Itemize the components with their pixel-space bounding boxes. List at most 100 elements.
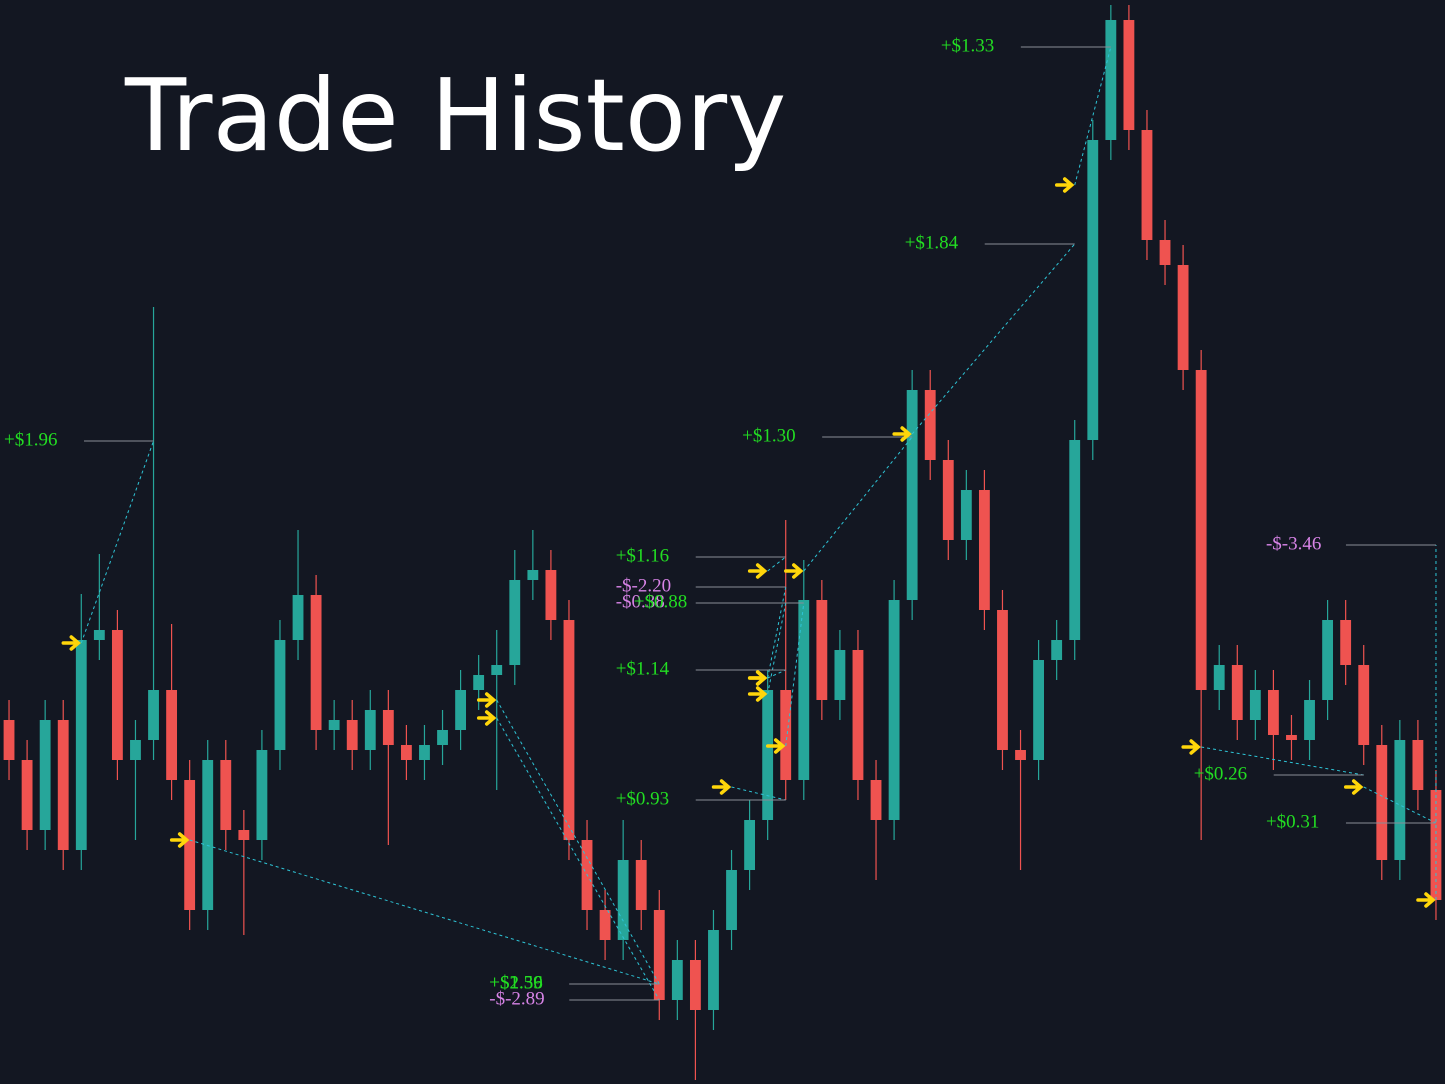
candle-body [455, 690, 467, 730]
candle-body [1033, 660, 1045, 760]
trade-pnl-label: +$0.88 [634, 591, 687, 612]
candle-body [997, 610, 1008, 750]
trade-pnl-label: -$-3.46 [1266, 533, 1321, 554]
candle-body [148, 690, 159, 740]
candle-body [545, 570, 557, 620]
entry-arrow [1054, 177, 1075, 193]
candle-body [1159, 240, 1171, 265]
candle-body [1141, 130, 1153, 240]
candle-body [978, 490, 990, 610]
candle-body [1304, 700, 1315, 740]
trade-pnl-label: +$1.39 [489, 972, 542, 993]
candle-body [1286, 735, 1297, 740]
candle-body [708, 930, 719, 1010]
candle-body [419, 745, 430, 760]
candle-body [671, 960, 683, 1000]
candle-body [1412, 740, 1424, 790]
candle-body [942, 460, 954, 540]
candle-body [1394, 740, 1406, 860]
entry-arrow [61, 635, 81, 651]
candle-body [1051, 640, 1063, 660]
candle-body [166, 690, 178, 780]
candle-body [635, 860, 647, 910]
trade-pnl-label: +$1.30 [742, 425, 795, 446]
candle-body [1249, 690, 1261, 720]
entry-arrow [747, 563, 768, 579]
candle-body [256, 750, 268, 840]
trade-path [496, 717, 660, 1001]
entry-arrow [747, 686, 768, 702]
trade-pnl-label: -$-2.89 [489, 988, 544, 1009]
candle-body [852, 650, 864, 780]
candle-body [870, 780, 882, 820]
candle-body [1195, 370, 1207, 690]
trade-pnl-label: +$1.16 [616, 545, 669, 566]
trade-path [767, 556, 787, 572]
candle-body [310, 595, 322, 730]
trade-pnl-label: +$0.31 [1266, 811, 1319, 832]
candle-body [238, 830, 250, 840]
candle-body [437, 730, 448, 745]
candle-body [653, 910, 665, 1000]
candle-body [780, 690, 792, 780]
candle-body [888, 600, 900, 820]
entry-arrow [476, 692, 497, 708]
candle-body [816, 600, 828, 700]
candle-body [617, 860, 629, 940]
candle-body [39, 720, 51, 830]
candle-body [93, 630, 105, 640]
entry-arrow [1416, 892, 1436, 908]
entry-arrow [1181, 739, 1201, 755]
candle-body [744, 820, 756, 870]
candle-body [1340, 620, 1352, 665]
trades: +$1.96 +$1.39+$2.56-$-2.89 +$1.16 -$-2.20 -$… [4, 35, 1437, 1009]
candle-body [364, 710, 376, 750]
entry-arrow [476, 710, 497, 726]
entry-arrow [1343, 779, 1364, 795]
candle-body [563, 620, 575, 840]
trade-pnl-label: +$1.14 [616, 658, 670, 679]
candle-body [75, 640, 87, 850]
trade-path [1363, 786, 1437, 824]
entry-arrow [892, 426, 912, 442]
candle-body [57, 720, 69, 850]
trade-pnl-label: -$-2.20 [616, 575, 671, 596]
candle-body [111, 630, 123, 760]
trade-path [189, 839, 660, 985]
candle-body [1322, 620, 1334, 700]
entry-arrow [169, 832, 190, 848]
candle-body [1177, 265, 1189, 370]
candle-body [924, 390, 936, 460]
candle-body [1376, 745, 1388, 860]
trade-pnl-label: +$0.93 [616, 788, 669, 809]
candle-body [3, 720, 15, 760]
candle-body [346, 720, 358, 750]
trade-pnl-label: +$2.56 [489, 972, 542, 993]
candle-body [726, 870, 737, 930]
candle-body [382, 710, 394, 745]
candle-body [1231, 665, 1243, 720]
trade-pnl-label: +$1.96 [4, 429, 57, 450]
candle-body [1267, 690, 1279, 735]
candle-body [599, 910, 611, 940]
trade-pnl-label: +$0.26 [1194, 763, 1247, 784]
candle-body [491, 665, 503, 675]
candle-body [202, 760, 214, 910]
candle-body [184, 780, 196, 910]
candle-body [1069, 440, 1081, 640]
candle-body [509, 580, 521, 665]
trade-pnl-label: +$1.84 [905, 232, 959, 253]
candle-body [1105, 20, 1117, 140]
candle-body [130, 740, 141, 760]
entry-arrow [711, 779, 732, 795]
trade-path [803, 436, 913, 572]
candle-body [21, 760, 33, 830]
candle-body [274, 640, 286, 750]
candle-body [906, 390, 918, 600]
candle-body [1123, 20, 1135, 130]
entry-arrow [747, 670, 768, 686]
candle-body [328, 720, 340, 730]
candle-body [473, 675, 485, 690]
candle-body [1087, 140, 1099, 440]
